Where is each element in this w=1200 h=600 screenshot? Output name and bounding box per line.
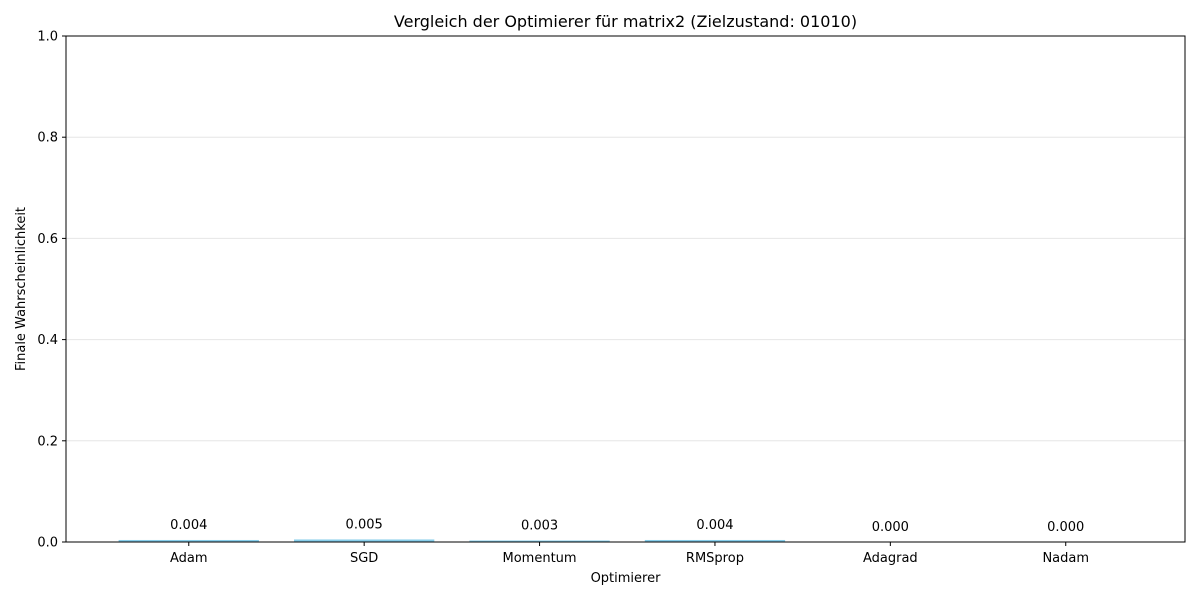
x-tick-label: SGD [350, 551, 378, 566]
y-axis-label: Finale Wahrscheinlichkeit [14, 207, 29, 371]
x-tick-label: Adam [170, 551, 208, 566]
x-tick-label: Adagrad [863, 551, 918, 566]
data-label: 0.000 [1047, 520, 1084, 535]
bars [118, 539, 786, 542]
data-label: 0.003 [521, 518, 558, 533]
data-labels: 0.004 0.005 0.003 0.004 0.000 0.000 [170, 517, 1084, 535]
y-tick-label: 0.6 [37, 232, 58, 247]
x-axis-label: Optimierer [591, 571, 662, 586]
bar [469, 540, 610, 542]
bar [294, 539, 435, 542]
x-axis-ticks: Adam SGD Momentum RMSprop Adagrad Nadam [170, 542, 1089, 566]
y-tick-label: 0.4 [37, 333, 58, 348]
chart-title: Vergleich der Optimierer für matrix2 (Zi… [394, 12, 857, 31]
data-label: 0.000 [872, 520, 909, 535]
bar [118, 539, 259, 542]
bar [644, 539, 786, 542]
x-tick-label: Nadam [1042, 551, 1089, 566]
plot-area-frame [65, 35, 1186, 543]
data-label: 0.004 [170, 518, 207, 533]
y-tick-label: 0.8 [37, 131, 58, 146]
grid-lines [66, 136, 1185, 442]
y-tick-label: 0.2 [37, 434, 58, 449]
data-label: 0.005 [346, 517, 383, 532]
x-tick-label: Momentum [503, 551, 577, 566]
y-tick-label: 0.0 [37, 536, 58, 551]
y-axis-ticks: 0.0 0.2 0.4 0.6 0.8 1.0 [37, 30, 66, 551]
y-tick-label: 1.0 [37, 30, 58, 45]
x-tick-label: RMSprop [686, 551, 744, 566]
data-label: 0.004 [696, 518, 733, 533]
